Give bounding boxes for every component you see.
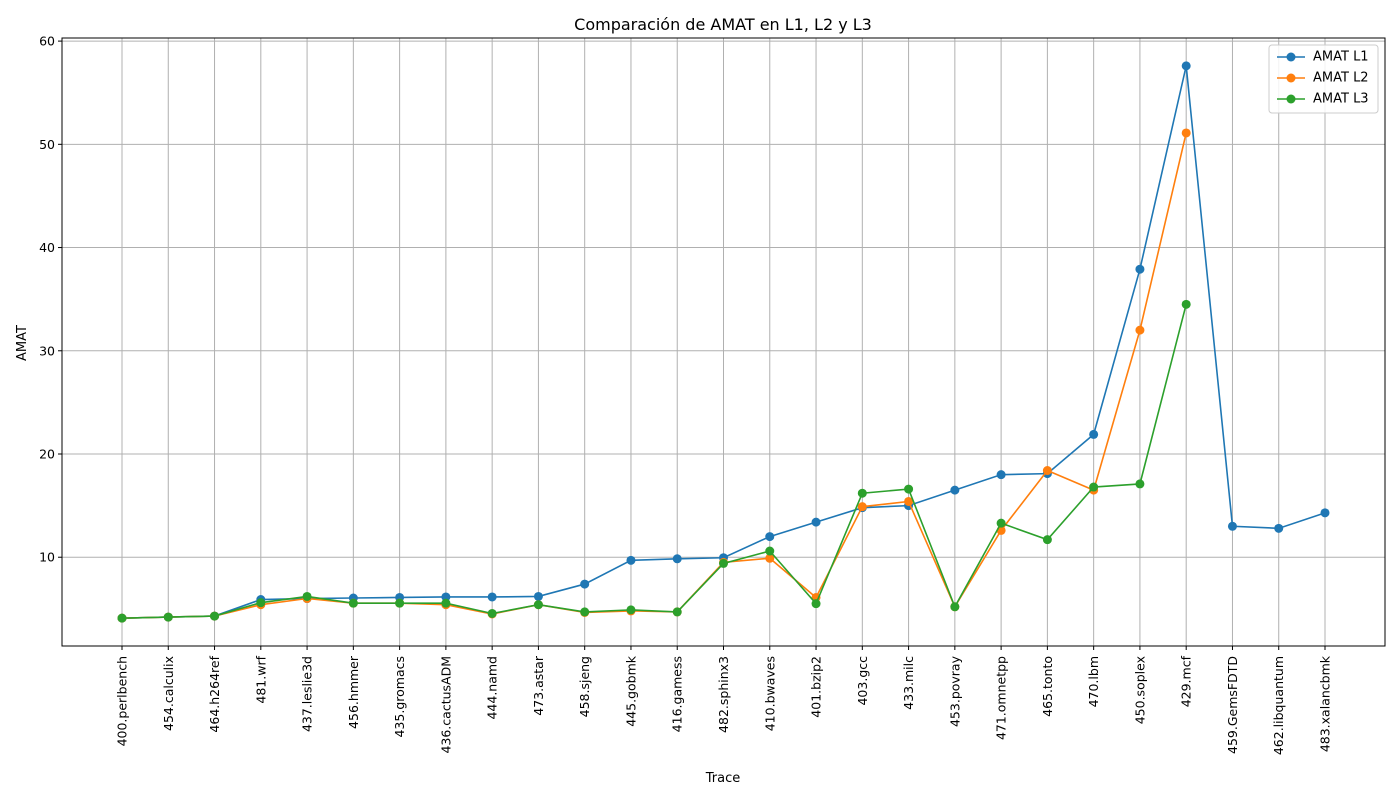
x-tick-label: 458.sjeng xyxy=(577,656,592,717)
x-tick-label: 470.lbm xyxy=(1086,656,1101,707)
legend-label: AMAT L1 xyxy=(1313,50,1369,65)
data-point xyxy=(672,607,682,617)
data-point xyxy=(719,558,728,568)
data-point xyxy=(950,485,960,495)
data-point xyxy=(765,553,775,563)
series-3 xyxy=(117,299,1191,623)
data-point xyxy=(302,591,312,601)
data-point xyxy=(765,546,775,556)
data-point xyxy=(487,608,497,618)
data-point xyxy=(672,554,682,564)
data-point xyxy=(441,592,451,602)
data-point xyxy=(1089,482,1099,492)
x-tick-label: 429.mcf xyxy=(1179,655,1194,707)
legend-marker xyxy=(1286,94,1296,104)
x-tick-label: 459.GemsFDTD xyxy=(1225,656,1240,754)
data-point xyxy=(441,598,451,608)
x-tick-label: 400.perlbench xyxy=(115,656,130,746)
legend-marker xyxy=(1286,73,1296,83)
data-point xyxy=(487,592,497,602)
data-point xyxy=(1135,479,1145,489)
y-tick-label: 30 xyxy=(39,343,55,358)
x-tick-label: 482.sphinx3 xyxy=(716,656,731,733)
data-point xyxy=(857,502,867,512)
chart-title: Comparación de AMAT en L1, L2 y L3 xyxy=(574,15,872,34)
x-tick-label: 473.astar xyxy=(531,655,546,716)
data-point xyxy=(210,611,220,621)
series-layer xyxy=(117,61,1330,623)
data-point xyxy=(395,598,405,608)
x-tick-label: 433.milc xyxy=(901,656,916,710)
data-point xyxy=(1227,521,1237,531)
x-tick-label: 453.povray xyxy=(947,655,962,727)
data-point xyxy=(1320,508,1330,518)
x-tick-label: 401.bzip2 xyxy=(809,656,824,718)
data-point xyxy=(348,598,358,608)
data-point xyxy=(1042,535,1052,545)
y-tick-label: 50 xyxy=(39,137,55,152)
legend: AMAT L1 AMAT L2 AMAT L3 xyxy=(1268,44,1379,114)
x-tick-label: 450.soplex xyxy=(1132,656,1147,724)
x-tick-label: 437.leslie3d xyxy=(300,656,315,732)
legend-label: AMAT L3 xyxy=(1313,92,1369,107)
legend-box xyxy=(1268,44,1379,114)
data-point xyxy=(904,484,914,494)
y-tick-label: 40 xyxy=(39,240,55,255)
data-point xyxy=(1135,264,1145,274)
data-point xyxy=(1135,325,1145,335)
data-point xyxy=(1089,429,1099,439)
x-tick-label: 436.cactusADM xyxy=(438,656,453,754)
x-tick-label: 444.namd xyxy=(485,656,500,720)
data-point xyxy=(1181,128,1191,138)
data-point xyxy=(811,599,821,609)
data-point xyxy=(950,602,960,612)
x-tick-label: 445.gobmk xyxy=(623,655,638,727)
x-tick-label: 465.tonto xyxy=(1040,656,1055,717)
grid-layer xyxy=(62,38,1385,646)
tick-layer: 400.perlbench 454.calculix 464.h264ref 481.… xyxy=(39,34,1332,756)
x-tick-label: 435.gromacs xyxy=(392,656,407,738)
data-point xyxy=(626,605,636,615)
x-tick-label: 403.gcc xyxy=(855,656,870,706)
x-tick-label: 410.bwaves xyxy=(762,656,777,731)
x-tick-label: 483.xalancbmk xyxy=(1318,655,1333,752)
series-2 xyxy=(117,128,1191,623)
x-tick-label: 454.calculix xyxy=(161,656,176,731)
y-axis-label: AMAT xyxy=(15,325,30,361)
data-point xyxy=(904,496,914,506)
y-tick-label: 10 xyxy=(39,550,55,565)
data-point xyxy=(1181,299,1191,309)
data-point xyxy=(117,613,127,623)
data-point xyxy=(857,488,867,498)
y-tick-label: 60 xyxy=(39,34,55,49)
series-line xyxy=(121,132,1187,619)
y-tick-label: 20 xyxy=(39,447,55,462)
data-point xyxy=(1042,466,1052,476)
data-point xyxy=(1274,523,1284,533)
data-point xyxy=(163,612,173,622)
legend-label: AMAT L2 xyxy=(1313,71,1369,86)
x-tick-label: 481.wrf xyxy=(253,655,268,703)
x-tick-label: 416.gamess xyxy=(670,656,685,732)
series-line xyxy=(121,304,1187,619)
x-axis-label: Trace xyxy=(705,771,741,786)
data-point xyxy=(996,518,1006,528)
data-point xyxy=(533,591,543,601)
data-point xyxy=(533,600,543,610)
data-point xyxy=(580,579,590,589)
data-point xyxy=(811,517,821,527)
x-tick-label: 456.hmmer xyxy=(346,655,361,729)
legend-marker xyxy=(1286,52,1296,62)
data-point xyxy=(1181,61,1191,71)
data-point xyxy=(765,532,775,542)
x-tick-label: 462.libquantum xyxy=(1271,656,1286,755)
x-tick-label: 471.omnetpp xyxy=(994,656,1009,740)
data-point xyxy=(580,607,590,617)
x-tick-label: 464.h264ref xyxy=(207,655,222,732)
data-point xyxy=(256,598,266,608)
data-point xyxy=(996,470,1006,480)
data-point xyxy=(626,555,636,565)
